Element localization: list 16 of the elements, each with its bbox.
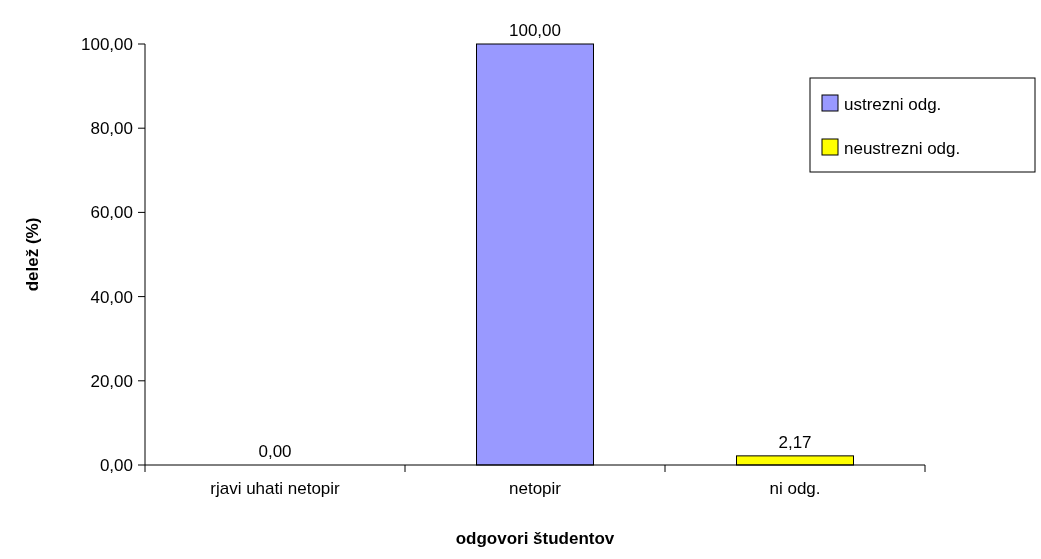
y-tick-label: 40,00	[90, 287, 133, 307]
y-tick-label: 20,00	[90, 371, 133, 391]
x-tick-label: rjavi uhati netopir	[210, 479, 341, 498]
x-axis-title: odgovori študentov	[455, 529, 615, 548]
legend-label: ustrezni odg.	[844, 94, 942, 114]
legend-label: neustrezni odg.	[844, 138, 961, 158]
y-tick-label: 0,00	[99, 455, 133, 475]
y-tick-label: 60,00	[90, 203, 133, 223]
y-tick-label: 80,00	[90, 119, 133, 139]
x-tick-label: netopir	[509, 479, 562, 498]
data-label: 100,00	[509, 21, 561, 40]
y-tick-label: 100,00	[81, 34, 133, 54]
x-tick-label: ni odg.	[769, 479, 821, 498]
data-label: 2,17	[778, 432, 812, 452]
data-label: 0,00	[258, 442, 292, 461]
y-axis-title: delež (%)	[23, 217, 42, 292]
